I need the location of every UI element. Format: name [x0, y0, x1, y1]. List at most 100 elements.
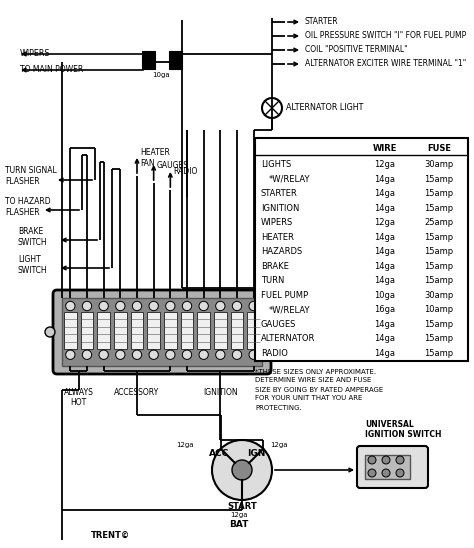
Circle shape — [45, 327, 55, 337]
Circle shape — [99, 350, 109, 359]
Circle shape — [396, 469, 404, 477]
Text: 30amp: 30amp — [424, 290, 454, 300]
Text: 15amp: 15amp — [424, 276, 454, 285]
Text: 30amp: 30amp — [424, 160, 454, 169]
Text: START: START — [227, 502, 257, 511]
Circle shape — [249, 301, 258, 311]
Text: 14ga: 14ga — [374, 189, 395, 198]
Circle shape — [269, 327, 279, 337]
Text: HEATER: HEATER — [261, 233, 294, 242]
Text: TO MAIN POWER: TO MAIN POWER — [20, 66, 83, 75]
Text: ACCESSORY: ACCESSORY — [114, 388, 160, 397]
Text: 14ga: 14ga — [374, 349, 395, 358]
Circle shape — [382, 456, 390, 464]
Text: DETERMINE WIRE SIZE AND FUSE: DETERMINE WIRE SIZE AND FUSE — [255, 378, 371, 384]
Circle shape — [66, 350, 75, 359]
Circle shape — [82, 301, 91, 311]
Text: FUSE: FUSE — [427, 144, 451, 153]
Text: PROTECTING.: PROTECTING. — [255, 404, 302, 410]
Bar — [142, 51, 155, 69]
Text: 14ga: 14ga — [374, 261, 395, 271]
Text: *W/RELAY: *W/RELAY — [269, 175, 310, 184]
Text: IGNITION: IGNITION — [261, 204, 300, 213]
Text: RADIO: RADIO — [173, 168, 198, 176]
Text: WIPERS: WIPERS — [261, 218, 293, 227]
Bar — [164, 312, 177, 349]
Circle shape — [199, 301, 209, 311]
Text: *THESE SIZES ONLY APPROXIMATE.: *THESE SIZES ONLY APPROXIMATE. — [255, 368, 376, 374]
Text: 10ga: 10ga — [152, 72, 170, 78]
Text: 15amp: 15amp — [424, 204, 454, 213]
Text: UNIVERSAL
IGNITION SWITCH: UNIVERSAL IGNITION SWITCH — [365, 420, 441, 439]
Bar — [365, 455, 410, 479]
Circle shape — [149, 350, 158, 359]
Text: BRAKE: BRAKE — [261, 261, 289, 271]
Text: 16ga: 16ga — [374, 305, 396, 314]
Bar — [197, 312, 210, 349]
Circle shape — [249, 350, 258, 359]
Bar — [131, 312, 143, 349]
Circle shape — [232, 460, 252, 480]
Bar — [81, 312, 93, 349]
Text: LIGHT
SWITCH: LIGHT SWITCH — [18, 255, 47, 275]
Circle shape — [396, 456, 404, 464]
Text: HAZARDS: HAZARDS — [261, 247, 302, 256]
Text: BRAKE
SWITCH: BRAKE SWITCH — [18, 227, 47, 247]
Circle shape — [232, 350, 242, 359]
Text: 12ga: 12ga — [230, 512, 247, 518]
Text: 10amp: 10amp — [424, 305, 454, 314]
Circle shape — [149, 301, 158, 311]
Text: COIL "POSITIVE TERMINAL": COIL "POSITIVE TERMINAL" — [305, 45, 408, 54]
Circle shape — [132, 350, 142, 359]
Text: 15amp: 15amp — [424, 261, 454, 271]
Text: 14ga: 14ga — [374, 247, 395, 256]
Bar — [98, 312, 110, 349]
Text: IGNITION: IGNITION — [203, 388, 237, 397]
Text: 15amp: 15amp — [424, 233, 454, 242]
Text: 15amp: 15amp — [424, 319, 454, 329]
Circle shape — [166, 350, 175, 359]
Circle shape — [368, 469, 376, 477]
Text: 14ga: 14ga — [374, 233, 395, 242]
Text: FOR YOUR UNIT THAT YOU ARE: FOR YOUR UNIT THAT YOU ARE — [255, 396, 363, 402]
Text: 15amp: 15amp — [424, 349, 454, 358]
Text: WIPERS: WIPERS — [20, 49, 51, 59]
Text: HEATER
FAN: HEATER FAN — [140, 149, 170, 168]
Bar — [114, 312, 127, 349]
Bar — [62, 298, 262, 366]
Bar — [147, 312, 160, 349]
Text: 15amp: 15amp — [424, 247, 454, 256]
Text: FUEL PUMP: FUEL PUMP — [261, 290, 308, 300]
Text: 10ga: 10ga — [374, 290, 395, 300]
Text: GAUGES: GAUGES — [261, 319, 296, 329]
Text: 12ga: 12ga — [374, 160, 395, 169]
Text: 25amp: 25amp — [424, 218, 454, 227]
Text: TURN SIGNAL
FLASHER: TURN SIGNAL FLASHER — [5, 166, 57, 186]
Bar — [247, 312, 260, 349]
Circle shape — [116, 350, 125, 359]
FancyBboxPatch shape — [357, 446, 428, 488]
Circle shape — [232, 301, 242, 311]
Text: *W/RELAY: *W/RELAY — [269, 305, 310, 314]
Text: 14ga: 14ga — [374, 276, 395, 285]
Bar — [214, 312, 227, 349]
Text: GAUGES: GAUGES — [157, 161, 189, 169]
Text: 15amp: 15amp — [424, 334, 454, 343]
Text: ALTERNATOR LIGHT: ALTERNATOR LIGHT — [286, 104, 364, 112]
Text: 12ga: 12ga — [176, 442, 194, 448]
Text: OIL PRESSURE SWITCH "I" FOR FUEL PUMP: OIL PRESSURE SWITCH "I" FOR FUEL PUMP — [305, 31, 466, 41]
Circle shape — [166, 301, 175, 311]
Circle shape — [212, 440, 272, 500]
Circle shape — [199, 350, 209, 359]
Text: LIGHTS: LIGHTS — [261, 160, 291, 169]
Text: ALWAYS
HOT: ALWAYS HOT — [64, 388, 93, 407]
Bar — [255, 138, 468, 361]
Text: 15amp: 15amp — [424, 189, 454, 198]
Circle shape — [382, 469, 390, 477]
Text: TRENT©: TRENT© — [91, 530, 129, 539]
Bar — [181, 312, 193, 349]
Text: 14ga: 14ga — [374, 175, 395, 184]
Text: 12ga: 12ga — [374, 218, 395, 227]
Bar — [231, 312, 243, 349]
FancyBboxPatch shape — [53, 290, 271, 374]
